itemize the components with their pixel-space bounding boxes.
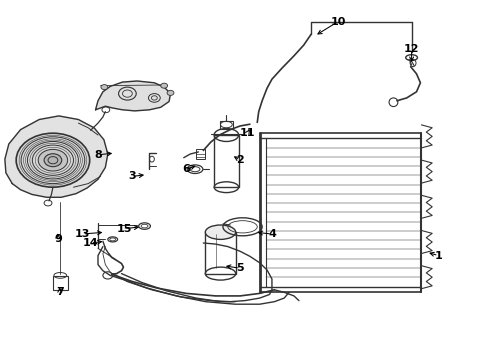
Bar bbox=[196, 149, 205, 159]
Circle shape bbox=[16, 133, 90, 187]
Text: 3: 3 bbox=[128, 171, 136, 181]
Text: 13: 13 bbox=[74, 229, 90, 239]
Circle shape bbox=[101, 85, 108, 90]
Bar bbox=[214, 135, 239, 187]
Circle shape bbox=[44, 154, 62, 167]
Text: 6: 6 bbox=[182, 164, 190, 174]
Text: 9: 9 bbox=[54, 234, 62, 244]
Text: 11: 11 bbox=[240, 128, 255, 138]
Polygon shape bbox=[5, 116, 108, 197]
Circle shape bbox=[161, 83, 168, 88]
Text: 10: 10 bbox=[330, 17, 346, 27]
Text: 1: 1 bbox=[435, 251, 442, 261]
Text: 8: 8 bbox=[94, 150, 102, 160]
Circle shape bbox=[167, 90, 174, 95]
Bar bbox=[220, 121, 233, 129]
Text: 4: 4 bbox=[268, 229, 276, 239]
Circle shape bbox=[38, 149, 68, 171]
Text: 2: 2 bbox=[236, 155, 244, 165]
Bar bbox=[205, 232, 236, 274]
Text: 12: 12 bbox=[404, 44, 419, 54]
Text: 14: 14 bbox=[83, 238, 98, 248]
Ellipse shape bbox=[205, 225, 236, 239]
Text: 5: 5 bbox=[236, 263, 244, 273]
Text: 7: 7 bbox=[56, 287, 64, 297]
Text: 15: 15 bbox=[116, 224, 132, 234]
Polygon shape bbox=[96, 81, 171, 111]
Bar bbox=[53, 276, 68, 290]
